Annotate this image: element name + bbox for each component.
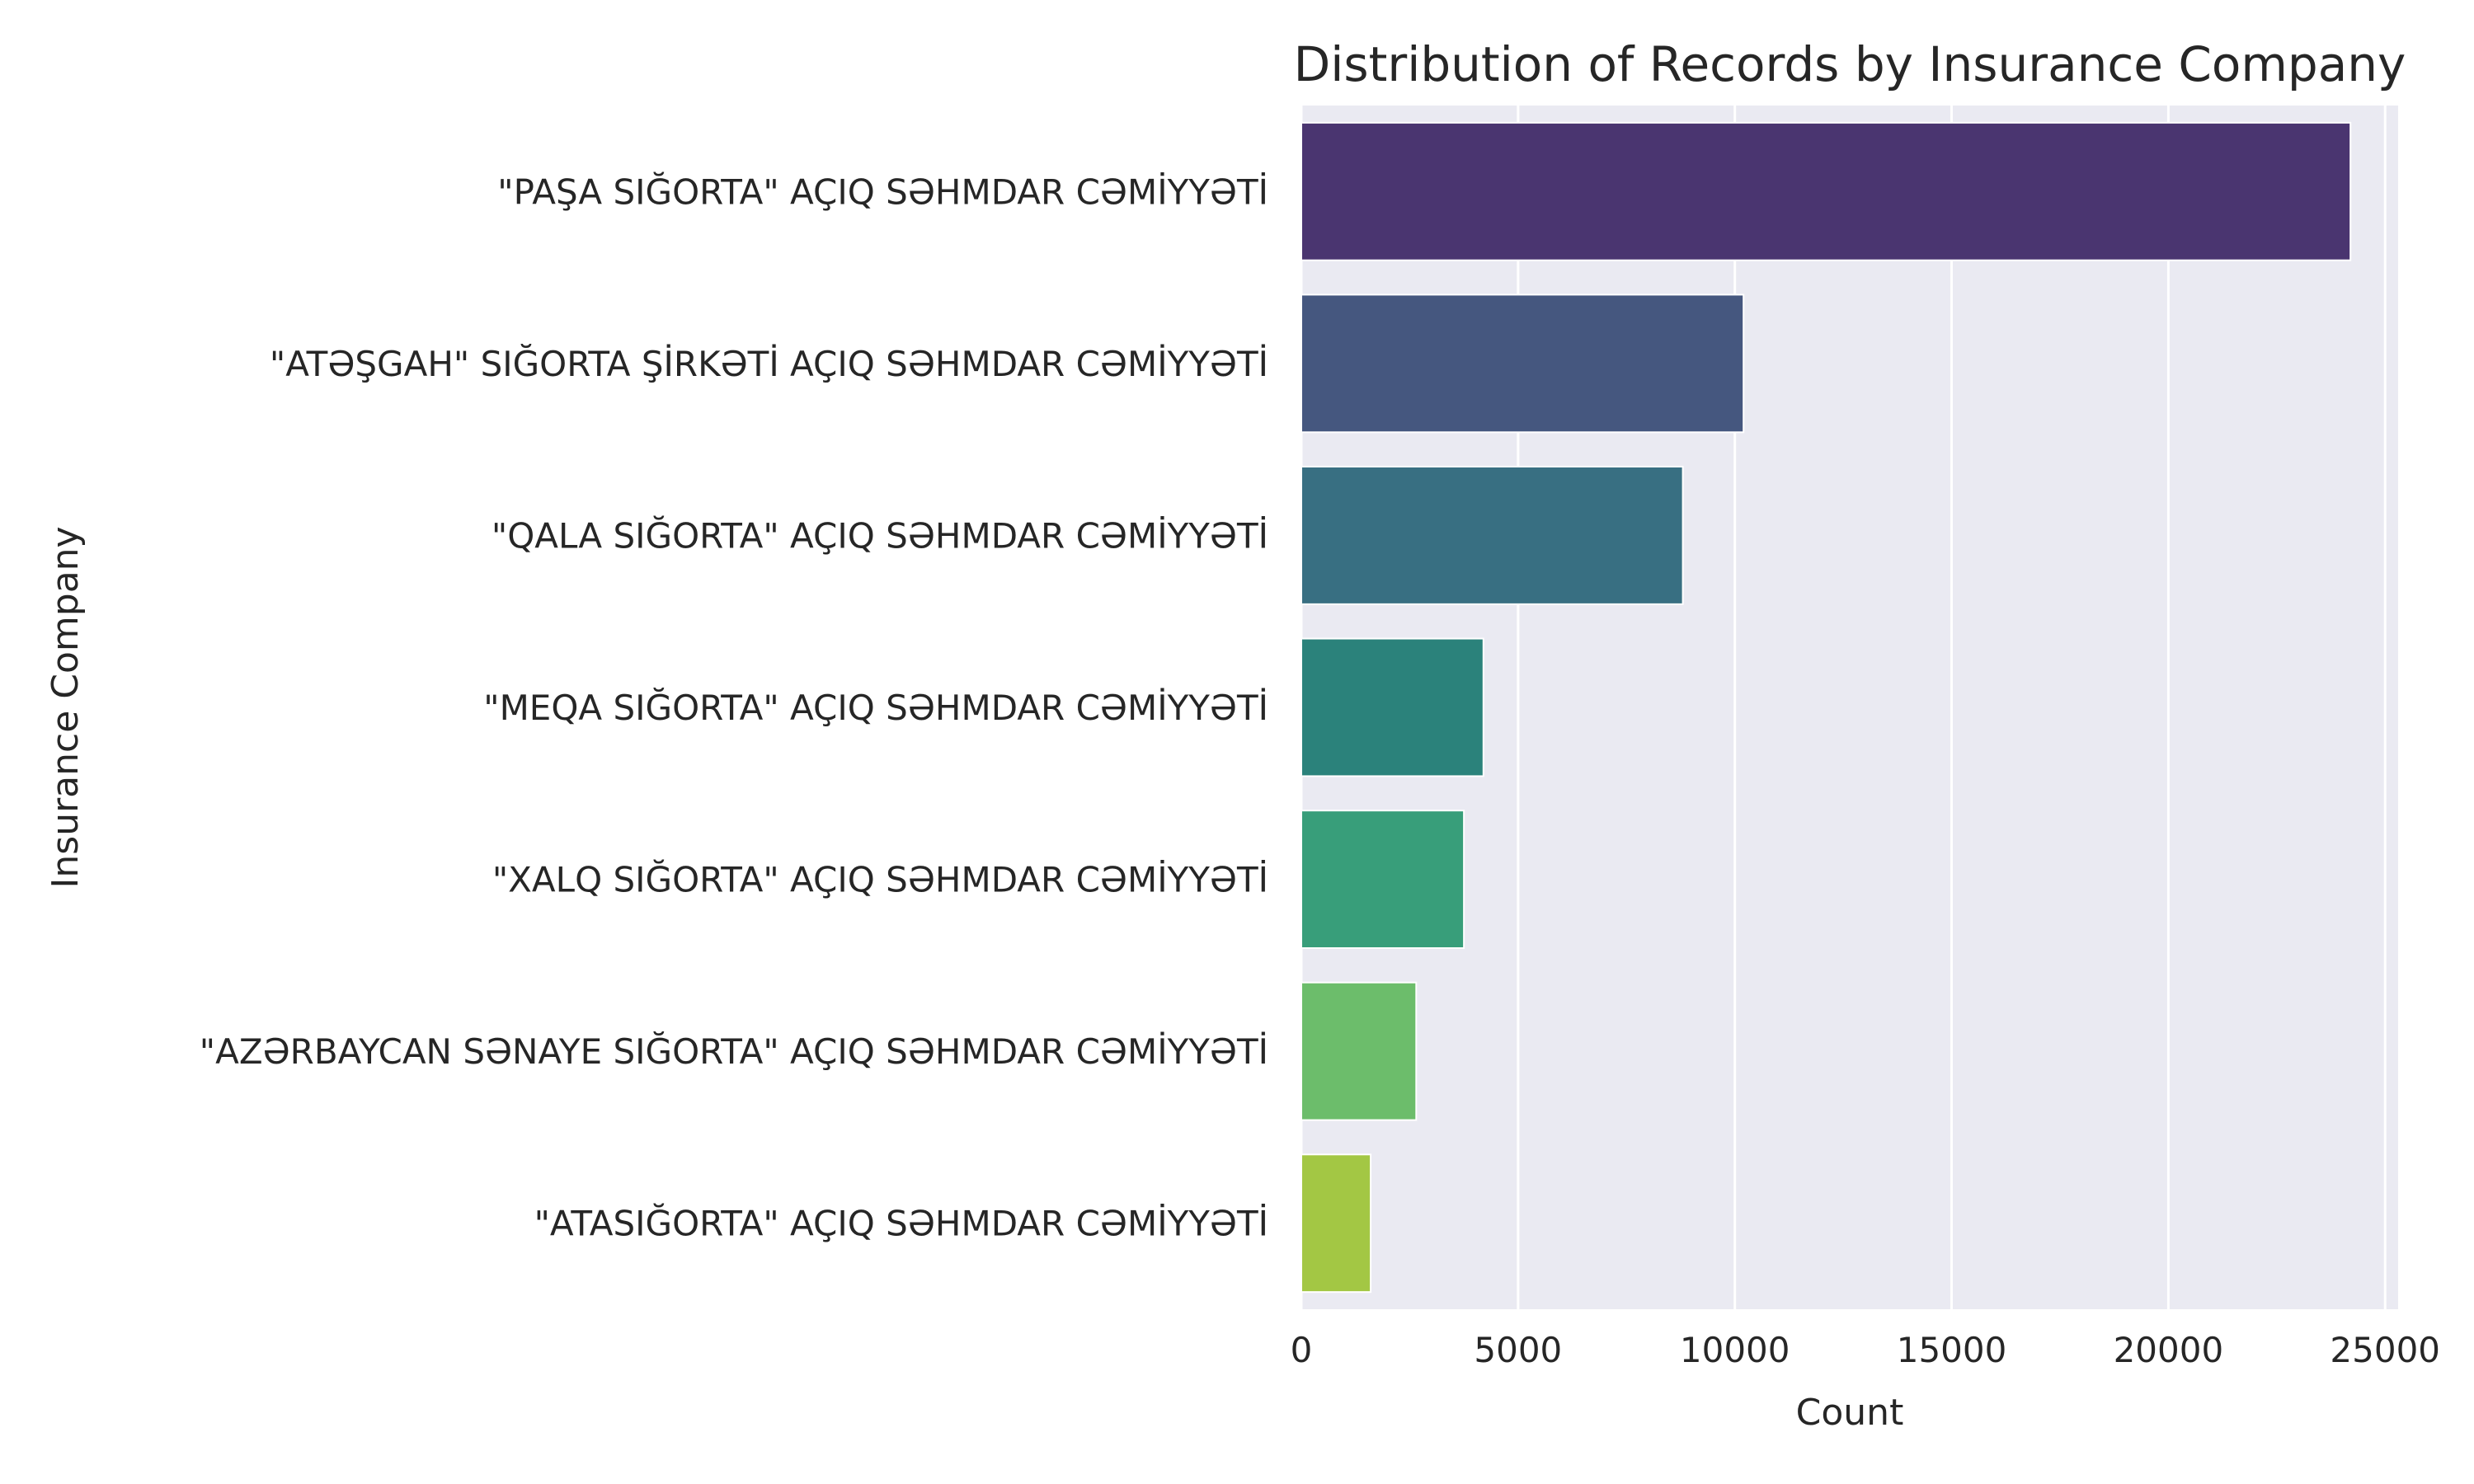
bar (1300, 1153, 1372, 1294)
bars (1300, 121, 2352, 1294)
bar (1300, 810, 1465, 950)
bar (1300, 466, 1684, 605)
x-tick-label: 5000 (1474, 1330, 1562, 1370)
x-tick-label: 0 (1291, 1330, 1313, 1370)
x-tick-label: 20000 (2114, 1330, 2224, 1370)
bar (1300, 637, 1484, 777)
x-tick-labels: 0 5000 10000 15000 20000 25000 (1291, 1330, 2440, 1370)
y-tick-label: "QALA SIĞORTA" AÇIQ SƏHMDAR CƏMİYYƏTİ (492, 514, 1268, 556)
y-tick-labels: "PAŞA SIĞORTA" AÇIQ SƏHMDAR CƏMİYYƏTİ "AT… (200, 171, 1268, 1243)
chart-title: Distribution of Records by Insurance Com… (1294, 36, 2406, 92)
x-tick-label: 10000 (1680, 1330, 1790, 1370)
x-tick-label: 25000 (2330, 1330, 2440, 1370)
y-tick-label: "ATƏŞGAH" SIĞORTA ŞİRKƏTİ AÇIQ SƏHMDAR C… (270, 343, 1268, 384)
bar (1300, 294, 1745, 434)
x-tick-label: 15000 (1897, 1330, 2007, 1370)
bar (1300, 981, 1418, 1121)
y-tick-label: "AZƏRBAYCAN SƏNAYE SIĞORTA" AÇIQ SƏHMDAR… (200, 1031, 1268, 1072)
y-tick-label: "XALQ SIĞORTA" AÇIQ SƏHMDAR CƏMİYYƏTİ (492, 859, 1268, 900)
y-tick-label: "ATASIĞORTA" AÇIQ SƏHMDAR CƏMİYYƏTİ (534, 1203, 1268, 1244)
y-axis-title: Insurance Company (45, 526, 87, 888)
y-tick-label: "PAŞA SIĞORTA" AÇIQ SƏHMDAR CƏMİYYƏTİ (497, 171, 1268, 212)
bar (1300, 121, 2352, 261)
y-tick-label: "MEQA SIĞORTA" AÇIQ SƏHMDAR CƏMİYYƏTİ (483, 687, 1268, 728)
x-axis-title: Count (1796, 1392, 1904, 1434)
